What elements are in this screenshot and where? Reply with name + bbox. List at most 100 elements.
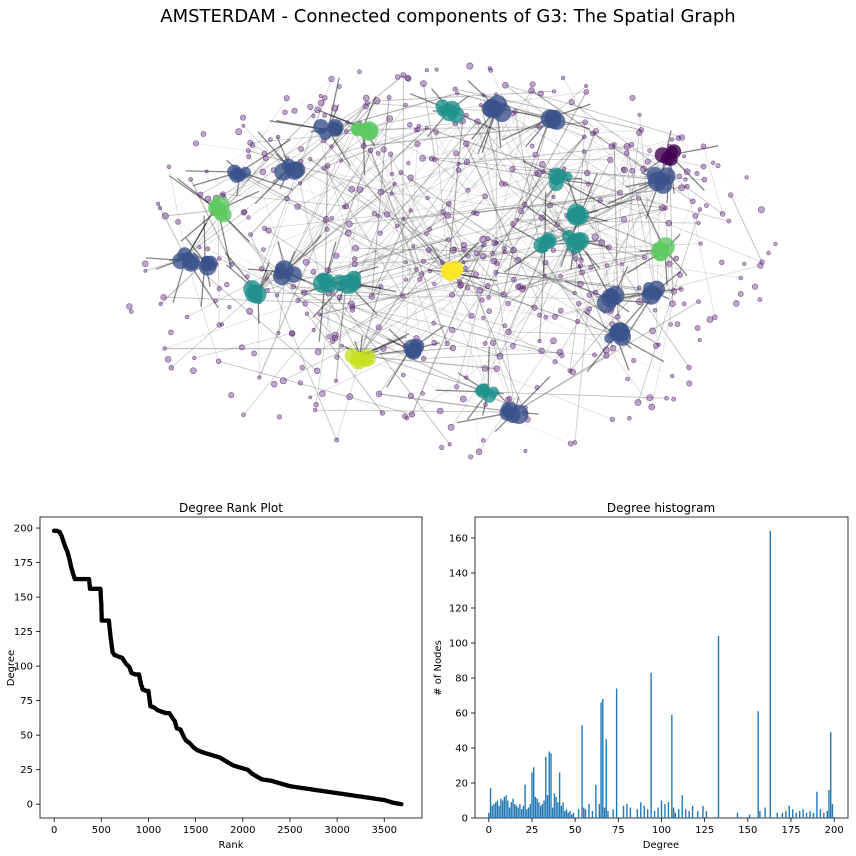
- hist-xtick-label: 75: [612, 825, 625, 836]
- graph-node: [635, 195, 642, 201]
- hist-bar: [560, 805, 563, 818]
- hist-bar: [571, 814, 573, 818]
- graph-node: [245, 148, 251, 154]
- graph-edge: [453, 214, 581, 251]
- graph-node: [502, 323, 508, 329]
- graph-edge: [477, 121, 576, 241]
- graph-hub-node: [604, 333, 615, 344]
- hist-bar: [600, 702, 602, 818]
- graph-node: [247, 139, 254, 146]
- graph-edge: [524, 117, 551, 205]
- rank-xtick-label: 2500: [277, 825, 302, 836]
- hist-bar: [512, 798, 514, 818]
- graph-edge: [334, 183, 395, 339]
- hist-bar: [488, 812, 490, 818]
- graph-edge: [403, 200, 601, 220]
- rank-plot-yticks: 0 25 50 75 100 125 150 175 200: [14, 524, 40, 811]
- graph-edge: [458, 169, 580, 304]
- graph-node: [710, 160, 716, 166]
- graph-edge: [545, 262, 607, 356]
- graph-edge: [352, 306, 501, 357]
- graph-node: [652, 308, 658, 313]
- hist-bar: [615, 688, 618, 818]
- graph-hub-node: [657, 243, 669, 254]
- graph-node: [192, 140, 199, 147]
- graph-node: [683, 177, 688, 182]
- graph-node: [588, 265, 594, 271]
- graph-edge: [418, 125, 514, 225]
- graph-edge: [402, 75, 404, 297]
- graph-node: [392, 181, 397, 186]
- graph-node: [624, 150, 630, 156]
- graph-node: [427, 269, 432, 274]
- rank-ytick-label: 100: [14, 662, 33, 673]
- hist-xtick-label: 200: [825, 825, 844, 836]
- graph-node: [258, 266, 265, 272]
- graph-node: [561, 166, 567, 171]
- graph-node: [414, 141, 421, 148]
- graph-node: [424, 68, 429, 73]
- graph-node: [276, 414, 283, 420]
- graph-edge: [484, 343, 516, 413]
- hist-bar: [543, 800, 545, 818]
- graph-edge: [559, 179, 763, 263]
- graph-node: [425, 195, 430, 201]
- graph-node: [216, 286, 222, 292]
- hist-bar: [515, 805, 518, 818]
- graph-edge: [185, 257, 219, 362]
- graph-node: [732, 300, 740, 307]
- graph-hub-node: [569, 232, 587, 250]
- graph-node: [704, 203, 709, 208]
- graph-node: [400, 72, 407, 79]
- graph-node: [577, 280, 584, 288]
- graph-node: [400, 372, 406, 378]
- graph-edge: [518, 249, 666, 288]
- graph-node: [620, 166, 626, 172]
- graph-edge: [496, 262, 617, 336]
- graph-node: [476, 286, 484, 294]
- graph-node: [528, 87, 535, 94]
- graph-node: [578, 257, 584, 263]
- graph-node: [321, 95, 328, 101]
- graph-edge: [659, 179, 675, 292]
- graph-edge: [289, 127, 428, 169]
- graph-node: [464, 284, 471, 291]
- graph-hub-node: [567, 207, 586, 226]
- graph-node: [461, 260, 466, 265]
- graph-edge: [435, 131, 449, 273]
- graph-node: [487, 66, 492, 71]
- graph-node: [697, 207, 703, 212]
- hist-bar: [517, 807, 519, 818]
- graph-node: [766, 250, 771, 256]
- graph-edge: [332, 244, 484, 342]
- graph-node: [646, 394, 654, 401]
- graph-node: [213, 298, 218, 304]
- graph-node: [352, 256, 358, 262]
- graph-node: [448, 291, 455, 298]
- hist-bar: [591, 811, 594, 818]
- hist-bar: [598, 804, 601, 818]
- graph-edge: [380, 161, 468, 193]
- graph-edge: [492, 207, 666, 344]
- graph-node: [534, 384, 540, 390]
- graph-node: [449, 246, 457, 254]
- rank-ytick-label: 200: [14, 524, 33, 535]
- graph-node: [294, 203, 301, 210]
- graph-hub-node: [313, 119, 329, 135]
- graph-node: [531, 304, 538, 311]
- graph-edge: [480, 104, 576, 241]
- graph-node: [224, 281, 230, 288]
- graph-edge: [496, 107, 525, 205]
- graph-node: [609, 416, 616, 423]
- graph-edge: [371, 210, 412, 297]
- graph-edge: [371, 107, 498, 297]
- graph-node: [156, 201, 161, 206]
- graph-node: [339, 158, 344, 163]
- graph-node: [481, 315, 486, 320]
- graph-edge: [579, 133, 594, 216]
- graph-edge: [459, 281, 617, 336]
- rank-xtick-label: 500: [92, 825, 111, 836]
- graph-node: [591, 233, 599, 241]
- hist-bar: [781, 812, 784, 818]
- graph-edge: [168, 166, 187, 259]
